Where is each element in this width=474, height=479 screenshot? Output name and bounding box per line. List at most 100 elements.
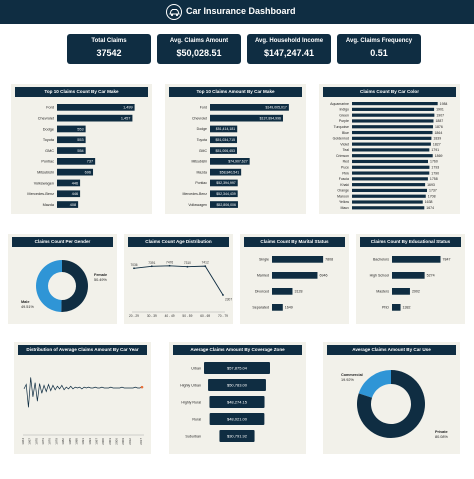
data-label: 446	[72, 181, 78, 185]
category-label: PhD	[382, 306, 389, 310]
category-label: Maroon	[337, 194, 349, 198]
data-label: 7036	[130, 263, 137, 267]
panel-gender: Claims Count Per Gender Female 50.49% Male…	[8, 234, 117, 324]
coverage-chart: Urban $57,875.04 Highly Urban $50,783.00 Hig…	[180, 362, 270, 442]
category-label: Bachelors	[373, 258, 389, 262]
bar	[272, 288, 293, 295]
category-label: Mazda	[196, 170, 207, 174]
data-label: $52,344,439	[216, 192, 236, 196]
data-label: 1649	[285, 306, 293, 310]
category-label: Pontiac	[41, 160, 54, 164]
bar	[352, 125, 434, 129]
category-label: Red	[343, 160, 349, 164]
kpi-label: Avg. Claims Amount	[169, 38, 229, 44]
chart-title: Claims Count By Car Color	[323, 87, 456, 97]
bar	[352, 102, 438, 106]
bar	[352, 159, 428, 164]
data-point	[204, 265, 207, 268]
category-label: Mitsubishi	[37, 170, 54, 174]
bar	[204, 362, 270, 374]
data-label: 7476	[166, 260, 173, 264]
data-label: 1790	[431, 171, 439, 175]
bar	[352, 130, 433, 135]
category-label: Rural	[192, 417, 201, 421]
category-label: Yellow	[339, 200, 349, 204]
tick-label: 30 - 39	[147, 314, 157, 318]
bar	[219, 430, 255, 442]
tick-label: 1976	[48, 438, 52, 445]
data-label: 554	[77, 149, 83, 153]
data-label: $30,791.92	[227, 433, 248, 438]
category-label: Suburban	[185, 434, 201, 438]
category-label: Volkswagen	[34, 181, 54, 185]
panel-color-count: Claims Count By Car Color Aquamarine 1984…	[319, 84, 460, 214]
tick-label: 2012	[128, 438, 132, 445]
data-label: $51,414,181	[216, 127, 236, 131]
data-point	[222, 294, 224, 296]
bar	[210, 104, 289, 111]
data-label: 19.92%	[341, 378, 355, 382]
data-label: 2902	[412, 290, 420, 294]
category-label: Puce	[341, 166, 349, 170]
bar	[210, 201, 238, 208]
slice	[357, 370, 425, 438]
data-label: 408	[70, 203, 76, 207]
slice	[36, 260, 62, 312]
tick-label: 40 - 49	[165, 314, 175, 318]
category-label: Violet	[340, 142, 349, 146]
bar	[352, 119, 434, 123]
category-label: Pontiac	[195, 181, 207, 185]
data-label: 737	[87, 160, 93, 164]
data-label: 696	[85, 170, 91, 174]
category-label: Mercedes-Benz	[182, 192, 207, 196]
make-amount-chart: Ford $149,005,017 Chevrolet $137,894,996 Dod…	[182, 104, 289, 208]
chart-title: Claims Count Age Distribution	[128, 237, 229, 247]
bar	[352, 113, 435, 117]
bar	[57, 158, 96, 165]
panel-marital: Claims Count By Marital Status Single 780…	[240, 234, 349, 324]
data-label: 446	[72, 192, 78, 196]
data-label: 7310	[184, 261, 191, 265]
data-label: $48,021.00	[227, 416, 248, 421]
kpi-label: Total Claims	[91, 38, 127, 44]
category-label: Mitsubishi	[191, 160, 207, 164]
tick-label: 2017	[139, 438, 143, 445]
data-label: 1901	[436, 108, 444, 112]
chart-title: Distribution of Average Claims Amount By…	[18, 345, 147, 355]
category-label: Purple	[339, 119, 349, 123]
chart-title: Claims Count By Marital Status	[244, 237, 345, 247]
bar	[210, 136, 238, 144]
data-label: 1876	[435, 125, 443, 129]
data-label: 1638	[425, 200, 433, 204]
chart-title: Average Claims Amount By Car Use	[327, 345, 456, 355]
chart-title: Claims Count By Educational Status	[360, 237, 461, 247]
category-label: Separated	[252, 306, 269, 310]
color-count-chart: Aquamarine 1984 Indigo 1901 Green 1907 Purple 1…	[330, 102, 447, 210]
chart-title: Claims Count Per Gender	[12, 237, 113, 247]
bar	[352, 171, 430, 175]
category-label: Single	[259, 258, 269, 262]
category-label: Dodge	[197, 127, 207, 131]
data-label: 1864	[434, 131, 442, 135]
bar	[352, 142, 431, 146]
data-label: $52,394,997	[216, 181, 236, 185]
data-label: 1907	[436, 113, 444, 117]
data-label: 80.08%	[435, 435, 449, 439]
tick-label: 1985	[68, 438, 72, 445]
bar	[57, 114, 133, 122]
series-line	[133, 265, 224, 296]
data-label: $51,006,453	[216, 149, 236, 153]
data-label: $58,840,541	[220, 170, 240, 174]
panel-make-count: Top 10 Claims Count By Car Make Ford 1,49…	[11, 84, 152, 214]
age-chart: 7036 7391 7476 7310 7412 2307 20 - 29 30 - 39 40…	[129, 260, 232, 318]
panel-age: Claims Count Age Distribution 7036 7391 74…	[124, 234, 233, 324]
tick-label: 1997	[94, 438, 98, 445]
car-year-chart: 1964 1967 1970 1973 1976 1979 1982 1985 1988 1991…	[21, 377, 144, 445]
data-label: 5274	[427, 274, 435, 278]
data-label: 1674	[426, 206, 434, 210]
category-label: Turquoise	[334, 125, 349, 129]
data-label: 7412	[202, 261, 209, 265]
kpi-total-claims: Total Claims 37542	[67, 34, 151, 64]
data-label: 553	[77, 138, 83, 142]
